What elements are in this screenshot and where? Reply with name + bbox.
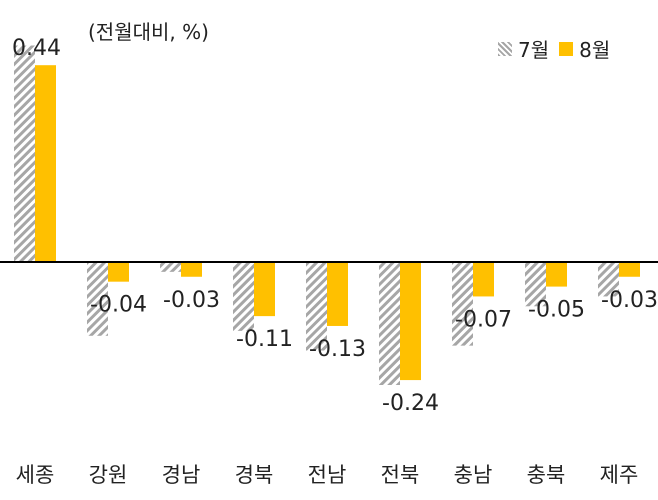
category-label-6: 충남: [454, 463, 493, 487]
bar-august-8: [619, 262, 640, 277]
bar-july-2: [160, 262, 181, 272]
bar-august-4: [327, 262, 348, 326]
data-label-5: -0.24: [382, 391, 439, 416]
data-label-3: -0.11: [236, 327, 293, 352]
legend-label-july: 7월: [518, 38, 550, 62]
data-label-6: -0.07: [455, 307, 512, 332]
data-label-2: -0.03: [163, 288, 220, 313]
category-label-4: 전남: [308, 463, 347, 487]
data-label-7: -0.05: [528, 298, 585, 323]
category-label-7: 충북: [527, 463, 566, 487]
category-label-0: 세종: [16, 463, 55, 487]
legend-item-august: 8월: [559, 34, 610, 63]
legend-swatch-july: [498, 41, 512, 56]
bar-august-7: [546, 262, 567, 287]
legend-label-august: 8월: [579, 38, 611, 62]
bar-july-1: [87, 262, 108, 336]
data-label-8: -0.03: [601, 288, 658, 313]
bar-july-4: [306, 262, 327, 351]
category-label-3: 경북: [235, 463, 274, 487]
bar-august-6: [473, 262, 494, 297]
category-label-5: 전북: [381, 463, 420, 487]
bar-july-5: [379, 262, 400, 385]
bar-july-0: [14, 45, 35, 262]
category-label-8: 제주: [600, 463, 639, 487]
bar-july-7: [525, 262, 546, 307]
bars-group: [14, 45, 640, 385]
data-label-0: 0.44: [12, 36, 61, 61]
data-label-4: -0.13: [309, 337, 366, 362]
data-label-1: -0.04: [90, 293, 147, 318]
bar-august-2: [181, 262, 202, 277]
category-label-2: 경남: [162, 463, 201, 487]
unit-label: (전월대비, %): [88, 20, 209, 44]
bar-august-5: [400, 262, 421, 381]
bar-july-3: [233, 262, 254, 331]
bar-august-0: [35, 65, 56, 262]
bar-august-3: [254, 262, 275, 317]
legend: 7월 8월: [498, 34, 620, 63]
bar-august-1: [108, 262, 129, 282]
bar-july-8: [598, 262, 619, 297]
category-label-1: 강원: [89, 463, 128, 487]
legend-swatch-august: [559, 41, 574, 56]
bar-july-6: [452, 262, 473, 346]
legend-item-july: 7월: [498, 34, 549, 63]
labels-group: 세종 0.44 강원 -0.04 경남 -0.03 경북 -0.11 전남 -0.13 전북 -0.2…: [12, 36, 658, 487]
